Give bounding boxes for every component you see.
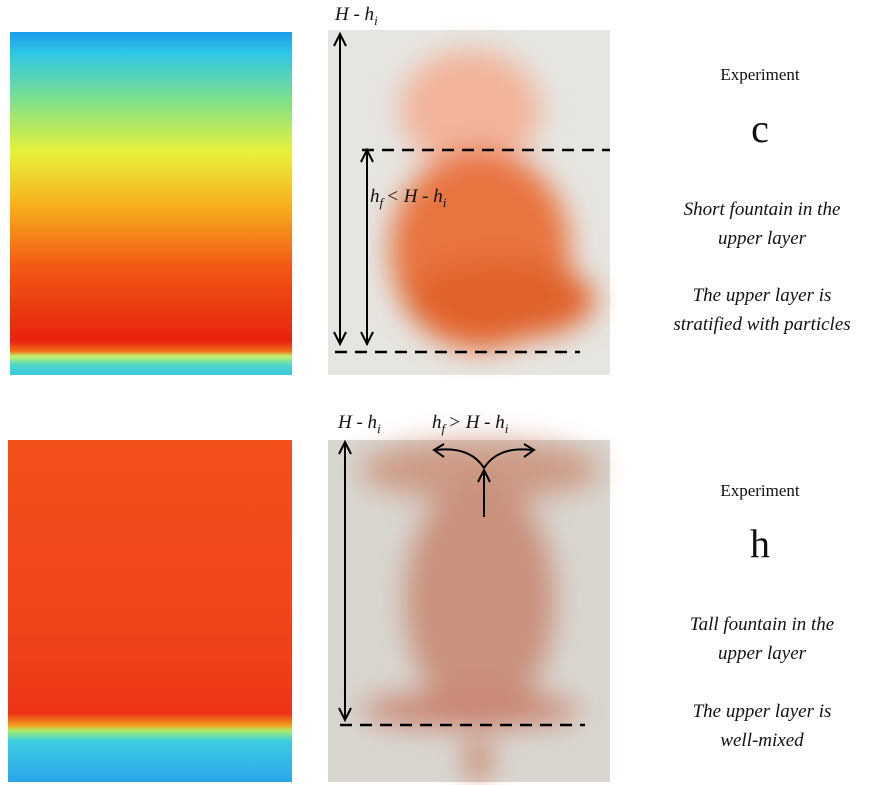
color-map [8, 440, 292, 782]
label-part: H - h [337, 412, 377, 433]
color-map [10, 32, 292, 375]
experiment-id: h [750, 521, 770, 566]
plume [390, 50, 595, 350]
experiment-id: c [751, 106, 769, 151]
experiment-label: Experiment [720, 65, 800, 84]
label-part: h [432, 412, 442, 433]
description: stratified with particles [673, 314, 850, 335]
experiment-label: Experiment [720, 481, 800, 500]
description: Tall fountain in the [690, 614, 834, 635]
fountain-label: hf > H - hi [432, 412, 509, 436]
top-label: H - hi [334, 4, 378, 28]
label-sub: i [377, 421, 381, 436]
description: upper layer [718, 228, 807, 249]
plume [360, 440, 600, 782]
fountain-label: hf < H - hi [370, 186, 447, 210]
label-part: h [370, 186, 380, 207]
label-sub: i [374, 13, 378, 28]
description: The upper layer is [693, 285, 832, 306]
top-label: H - hi [337, 412, 381, 436]
label-part: > H - h [448, 412, 505, 433]
label-part: < H - h [386, 186, 443, 207]
description: The upper layer is [693, 701, 832, 722]
label-sub: f [380, 195, 386, 210]
label-sub: i [505, 421, 509, 436]
label-part: H - h [334, 4, 374, 25]
description: upper layer [718, 643, 807, 664]
arrow [338, 439, 536, 723]
arrow [333, 31, 374, 347]
label-sub: i [443, 195, 447, 210]
description: Short fountain in the [684, 199, 841, 220]
label-sub: f [442, 421, 448, 436]
description: well-mixed [720, 730, 804, 751]
